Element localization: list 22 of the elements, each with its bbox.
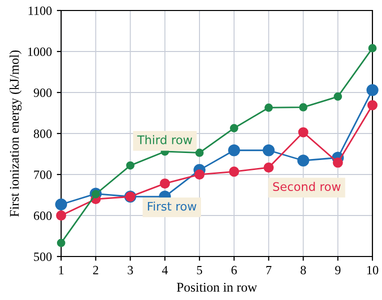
series-label: Third row bbox=[137, 135, 192, 144]
y-tick-label: 800 bbox=[34, 130, 52, 138]
series-label: Second row bbox=[273, 182, 341, 192]
x-tick-label: 6 bbox=[231, 266, 237, 274]
x-tick-label: 1 bbox=[59, 266, 64, 274]
x-axis-title: Position in row bbox=[176, 282, 258, 292]
x-tick-label: 7 bbox=[266, 266, 272, 274]
y-tick-label: 700 bbox=[34, 170, 52, 179]
y-tick-label: 1100 bbox=[28, 6, 52, 15]
x-tick-label: 8 bbox=[300, 266, 306, 274]
series-label: First row bbox=[148, 202, 196, 211]
y-tick-label: 500 bbox=[34, 252, 52, 261]
x-tick-label: 9 bbox=[335, 266, 340, 274]
x-tick-label: 10 bbox=[367, 266, 378, 274]
x-tick-label: 2 bbox=[93, 266, 98, 274]
y-tick-label: 1000 bbox=[28, 48, 52, 56]
y-tick-label: 900 bbox=[34, 88, 52, 97]
x-tick-label: 3 bbox=[128, 266, 133, 274]
y-axis-title: First ionization energy (kJ/mol) bbox=[10, 50, 22, 217]
x-tick-label: 4 bbox=[162, 266, 168, 274]
x-tick-label: 5 bbox=[197, 266, 202, 274]
y-tick-label: 600 bbox=[34, 212, 52, 220]
